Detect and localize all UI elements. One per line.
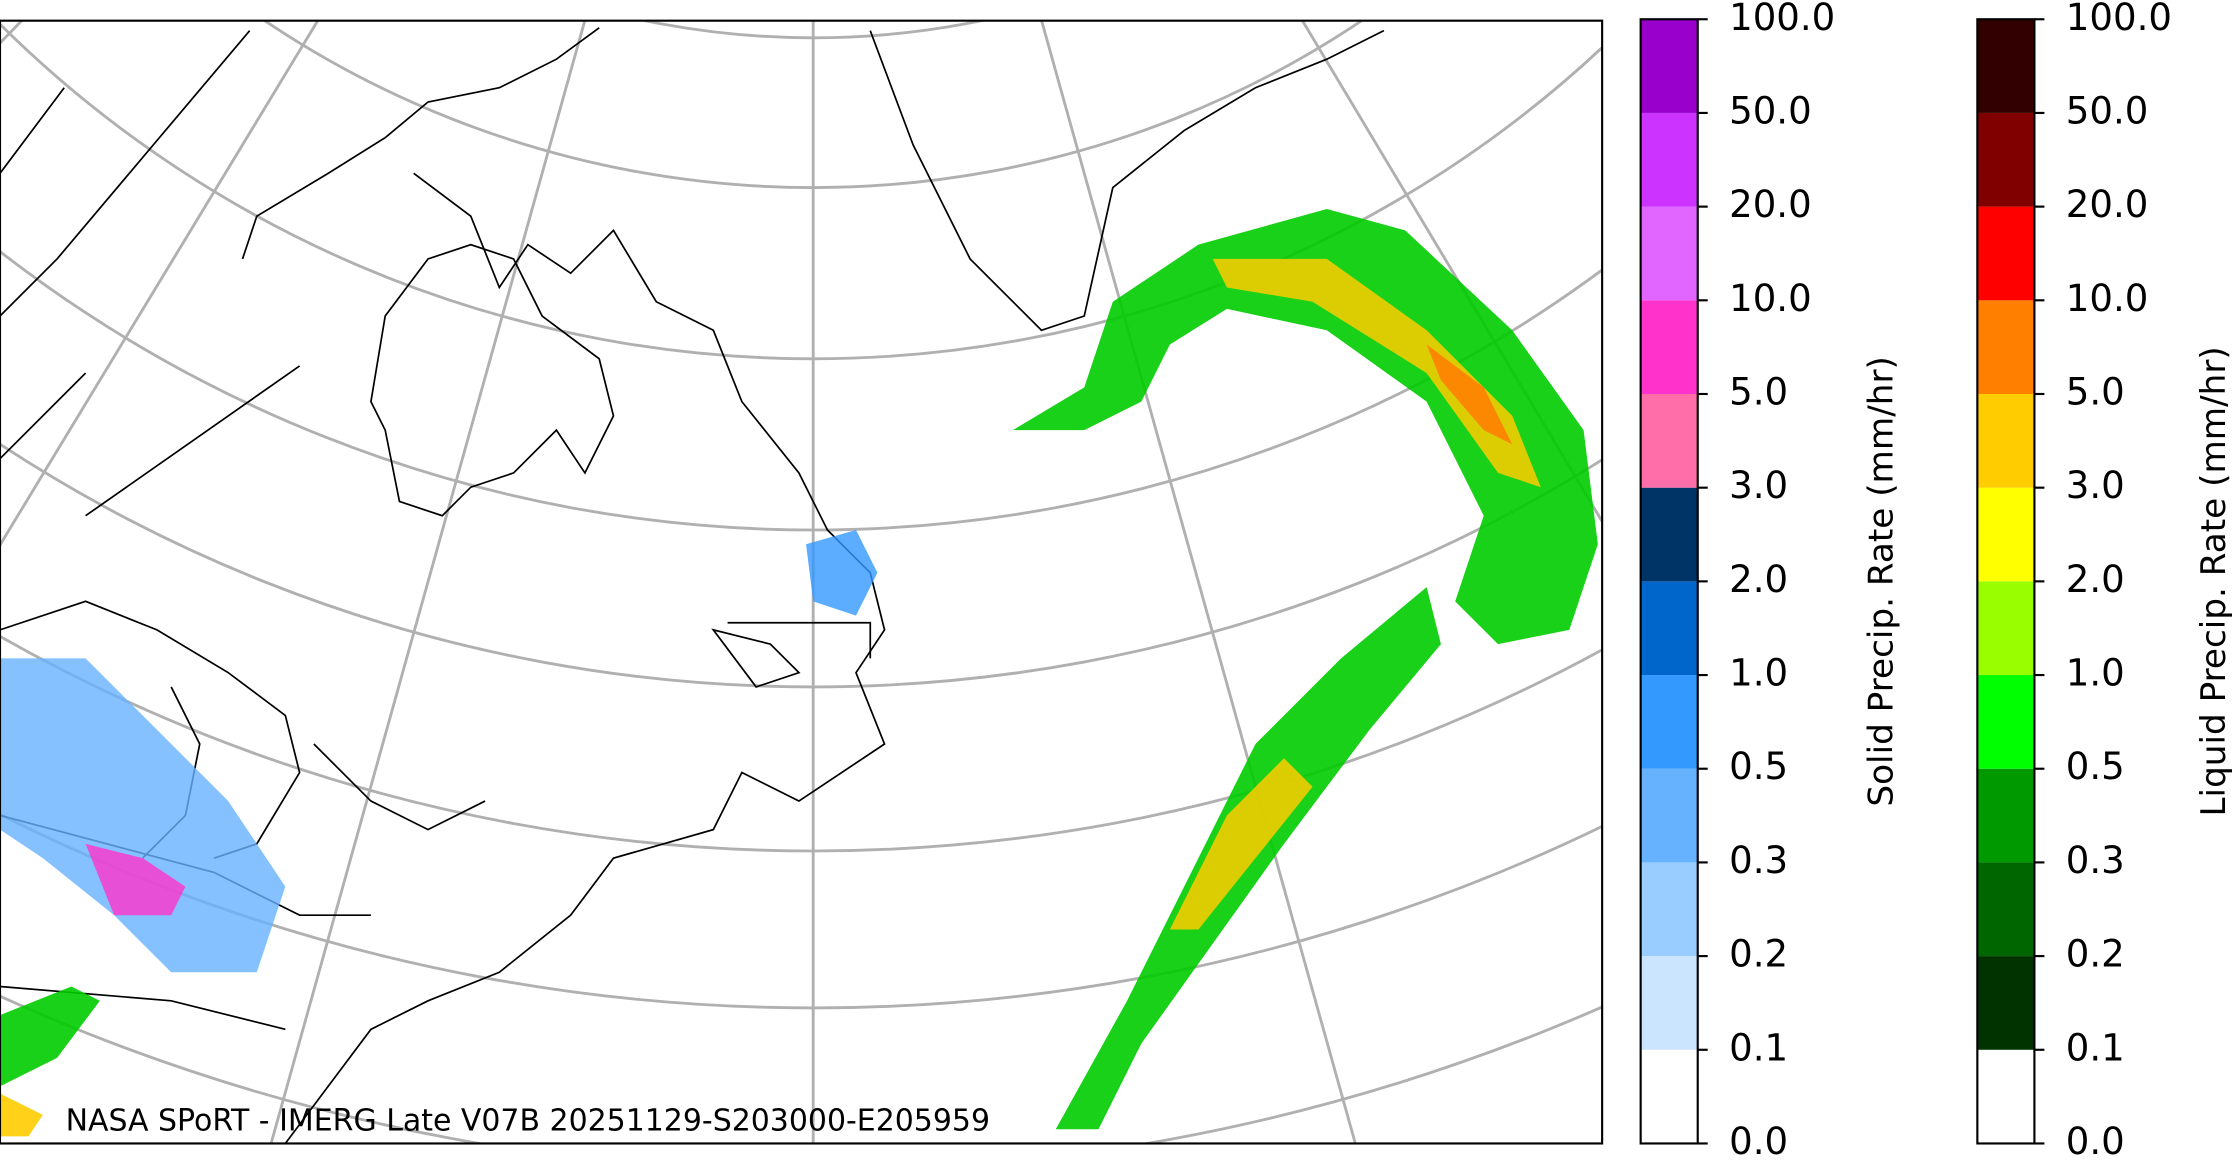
colorbar-bin xyxy=(1977,487,2035,582)
rain-core xyxy=(1426,344,1513,445)
rain-band xyxy=(0,986,100,1087)
colorbar-tick-label: 0.2 xyxy=(1729,933,1788,976)
snow-area xyxy=(806,530,878,616)
colorbar-tick-label: 2.0 xyxy=(2066,558,2125,601)
colorbar-bin xyxy=(1977,862,2035,957)
colorbar-bin xyxy=(1977,956,2035,1050)
colorbar-bin xyxy=(1640,19,1698,113)
colorbar-tick-label: 10.0 xyxy=(2066,277,2149,320)
colorbar-bin xyxy=(1640,300,1698,394)
colorbar-bin xyxy=(1640,581,1698,676)
snow-area xyxy=(85,843,186,916)
colorbar-tick-label: 0.1 xyxy=(1729,1026,1788,1069)
colorbar-tick-label: 10.0 xyxy=(1729,277,1812,320)
colorbar-tick-label: 0.0 xyxy=(1729,1120,1788,1163)
colorbar-tick-label: 50.0 xyxy=(2066,89,2149,132)
colorbar-bin xyxy=(1977,581,2035,676)
meridian xyxy=(269,20,587,1144)
colorbar-bin xyxy=(1640,112,1698,207)
colorbar-tick-label: 5.0 xyxy=(2066,370,2125,413)
colorbar-tick-label: 0.3 xyxy=(2066,839,2125,882)
precipitation xyxy=(0,209,1598,1137)
colorbar-bin xyxy=(1640,675,1698,769)
colorbar-bin xyxy=(1977,206,2035,301)
meridian xyxy=(1300,20,1603,525)
colorbar-label: Solid Precip. Rate (mm/hr) xyxy=(1862,356,1902,806)
colorbar-tick-label: 1.0 xyxy=(1729,652,1788,695)
colorbar-bin xyxy=(1977,1049,2035,1144)
colorbar-bin xyxy=(1977,675,2035,769)
rain-core xyxy=(1212,258,1541,488)
colorbar-bin xyxy=(1977,19,2035,113)
rain-band xyxy=(1012,209,1598,645)
rain-core xyxy=(0,1093,43,1137)
colorbar-tick-label: 100.0 xyxy=(2066,0,2172,39)
colorbar-tick-label: 0.2 xyxy=(2066,933,2125,976)
colorbar-bin xyxy=(1640,393,1698,488)
colorbar-tick-label: 0.3 xyxy=(1729,839,1788,882)
colorbar-bin xyxy=(1640,862,1698,957)
colorbar-bin xyxy=(1640,956,1698,1050)
caption: NASA SPoRT - IMERG Late V07B 20251129-S2… xyxy=(66,1104,990,1139)
colorbar-tick-label: 20.0 xyxy=(1729,183,1812,226)
colorbar-tick-label: 0.5 xyxy=(1729,745,1788,788)
colorbar-tick-label: 3.0 xyxy=(1729,464,1788,507)
snow-area xyxy=(0,658,286,973)
colorbar-tick-label: 5.0 xyxy=(1729,370,1788,413)
colorbar-bin xyxy=(1977,112,2035,207)
colorbar-tick-label: 0.0 xyxy=(2066,1120,2125,1163)
colorbar-tick-label: 50.0 xyxy=(1729,89,1812,132)
colorbar-bin xyxy=(1640,768,1698,863)
map-frame xyxy=(0,19,1604,1145)
rain-core xyxy=(1169,758,1313,930)
meridian xyxy=(0,20,320,548)
colorbar-tick-label: 3.0 xyxy=(2066,464,2125,507)
colorbar-bin xyxy=(1640,1049,1698,1144)
colorbar-tick-label: 1.0 xyxy=(2066,652,2125,695)
colorbar-tick-label: 2.0 xyxy=(1729,558,1788,601)
colorbar-bin xyxy=(1640,206,1698,301)
colorbar-tick-label: 20.0 xyxy=(2066,183,2149,226)
colorbar-tick-label: 0.1 xyxy=(2066,1026,2125,1069)
colorbar-bin xyxy=(1977,393,2035,488)
colorbar-label: Liquid Precip. Rate (mm/hr) xyxy=(2194,346,2234,816)
colorbar-bin xyxy=(1977,300,2035,394)
colorbar-tick-label: 0.5 xyxy=(2066,745,2125,788)
colorbar-bin xyxy=(1640,487,1698,582)
colorbar-tick-label: 100.0 xyxy=(1729,0,1835,39)
colorbar-bin xyxy=(1977,768,2035,863)
